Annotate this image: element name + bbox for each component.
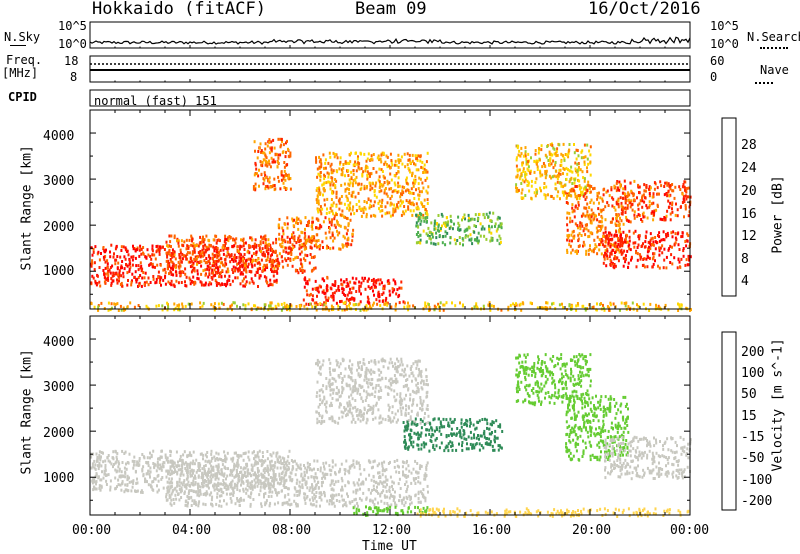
- power-region-3: [302, 275, 405, 307]
- vel-cbar-tick-200: 200: [741, 345, 765, 360]
- date-title: 16/Oct/2016: [588, 0, 701, 19]
- power-region-4: [252, 137, 292, 192]
- power-cbar-tick-12: 12: [741, 229, 757, 244]
- power-colorbar-frame: [721, 117, 737, 297]
- freq-unit-label: [MHz]: [2, 66, 39, 80]
- xtick-0800: 08:00: [272, 523, 312, 538]
- xtick-2000: 20:00: [572, 523, 612, 538]
- site-title: Hokkaido (fitACF): [92, 0, 266, 19]
- velocity-colorbar-frame: [721, 331, 737, 511]
- vel-cbar-tick-minus50: -50: [741, 451, 765, 466]
- nave-label: Nave: [760, 63, 789, 77]
- power-cbar-tick-4: 4: [741, 274, 749, 289]
- freq-tick-bottom: 8: [70, 70, 78, 84]
- power-region-0: [90, 243, 279, 288]
- xtick-2400: 00:00: [670, 523, 710, 538]
- noise-left-tick-top: 10^5: [58, 19, 87, 33]
- power-cbar-tick-24: 24: [741, 161, 757, 176]
- power-ytick-3000: 3000: [43, 174, 75, 189]
- nsearch-label: N.Search: [747, 30, 800, 44]
- velocity-region-6: [565, 394, 630, 462]
- power-ytick-4000: 4000: [43, 129, 75, 144]
- cpid-panel-frame: [89, 89, 691, 107]
- power-ytick-1000: 1000: [43, 264, 75, 279]
- power-cbar-tick-16: 16: [741, 207, 757, 222]
- cpid-label: CPID: [8, 90, 37, 104]
- vel-ytick-4000: 4000: [43, 335, 75, 350]
- power-cbar-tick-28: 28: [741, 138, 757, 153]
- power-region-6: [415, 211, 503, 247]
- nsearch-legend-line: [760, 47, 788, 49]
- vel-ytick-3000: 3000: [43, 380, 75, 395]
- vel-cbar-tick-100: 100: [741, 366, 765, 381]
- velocity-region-3: [402, 417, 504, 453]
- power-region-10: [615, 179, 692, 224]
- power-region-9: [602, 229, 692, 270]
- power-region-11: [90, 301, 692, 312]
- velocity-region-2: [315, 357, 430, 425]
- freq-tick-top: 18: [64, 54, 79, 68]
- cpid-text: normal (fast) 151: [94, 94, 217, 108]
- nave-tick-top: 60: [710, 54, 725, 68]
- nsky-legend-line: [10, 45, 26, 46]
- vel-cbar-tick-50: 50: [741, 387, 757, 402]
- nsky-label: N.Sky: [4, 30, 41, 44]
- vel-cbar-tick-minus15: -15: [741, 430, 765, 445]
- nave-tick-bottom: 0: [710, 70, 718, 84]
- power-cbar-tick-20: 20: [741, 184, 757, 199]
- nave-legend-line: [755, 82, 773, 84]
- vel-cbar-tick-minus100: -100: [741, 473, 773, 488]
- power-ytick-2000: 2000: [43, 220, 75, 235]
- power-cbar-tick-8: 8: [741, 252, 749, 267]
- velocity-region-8: [416, 507, 690, 518]
- power-region-7: [515, 142, 592, 201]
- velocity-region-7: [603, 435, 692, 481]
- noise-right-tick-top: 10^5: [710, 19, 739, 33]
- xtick-1600: 16:00: [472, 523, 512, 538]
- xtick-1200: 12:00: [372, 523, 412, 538]
- noise-panel-frame: [89, 21, 691, 49]
- velocity-region-1: [165, 458, 429, 508]
- power-region-2: [277, 216, 355, 251]
- noise-right-tick-bottom: 10^0: [710, 37, 739, 51]
- noise-left-tick-bottom: 10^0: [58, 37, 87, 51]
- xtick-0400: 04:00: [172, 523, 212, 538]
- velocity-region-5: [515, 353, 592, 407]
- vel-ytick-2000: 2000: [43, 426, 75, 441]
- xtick-0000: 00:00: [72, 523, 112, 538]
- power-region-8: [565, 183, 630, 256]
- beam-title: Beam 09: [355, 0, 427, 19]
- power-region-5: [315, 151, 430, 219]
- vel-ytick-1000: 1000: [43, 471, 75, 486]
- noise-sky-trace: [89, 36, 691, 45]
- vel-cbar-tick-15: 15: [741, 409, 757, 424]
- freq-label: Freq.: [6, 53, 43, 67]
- vel-cbar-tick-minus200: -200: [741, 494, 773, 509]
- xaxis-label: Time UT: [362, 539, 417, 554]
